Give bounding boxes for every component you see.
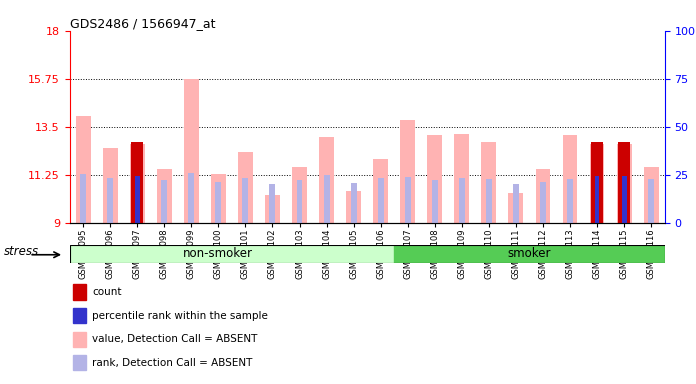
Bar	[292, 167, 307, 223]
Bar	[215, 182, 221, 223]
Bar	[269, 184, 276, 223]
Bar	[567, 179, 573, 223]
Bar	[535, 169, 551, 223]
Text: stress: stress	[3, 245, 38, 258]
Bar	[394, 245, 665, 263]
Bar	[594, 176, 599, 223]
Bar	[562, 135, 578, 223]
Bar	[76, 116, 90, 223]
Bar	[296, 180, 303, 223]
Bar	[103, 148, 118, 223]
Bar	[157, 169, 172, 223]
Bar	[591, 142, 603, 223]
Text: value, Detection Call = ABSENT: value, Detection Call = ABSENT	[92, 334, 258, 344]
Bar	[134, 177, 140, 223]
Bar	[454, 134, 469, 223]
Bar	[107, 178, 113, 223]
Bar	[427, 135, 442, 223]
Text: non-smoker: non-smoker	[183, 247, 253, 260]
Bar	[373, 159, 388, 223]
Bar	[405, 177, 411, 223]
Bar	[131, 142, 143, 223]
Bar	[70, 245, 394, 263]
Bar	[459, 178, 465, 223]
Bar	[129, 144, 145, 223]
Bar	[400, 120, 415, 223]
Bar	[135, 176, 140, 223]
Text: count: count	[92, 287, 122, 297]
Bar	[189, 172, 194, 223]
Bar	[72, 308, 86, 323]
Bar	[80, 174, 86, 223]
Bar	[482, 142, 496, 223]
Bar	[618, 142, 630, 223]
Bar	[540, 182, 546, 223]
Bar	[644, 167, 658, 223]
Bar	[617, 144, 631, 223]
Bar	[486, 179, 492, 223]
Bar	[242, 178, 248, 223]
Bar	[72, 285, 86, 300]
Bar	[351, 183, 356, 223]
Text: GDS2486 / 1566947_at: GDS2486 / 1566947_at	[70, 17, 215, 30]
Text: percentile rank within the sample: percentile rank within the sample	[92, 311, 268, 321]
Bar	[648, 179, 654, 223]
Text: rank, Detection Call = ABSENT: rank, Detection Call = ABSENT	[92, 358, 253, 368]
Text: smoker: smoker	[507, 247, 551, 260]
Bar	[319, 137, 334, 223]
Bar	[432, 180, 438, 223]
Bar	[324, 175, 329, 223]
Bar	[621, 177, 627, 223]
Bar	[161, 180, 167, 223]
Bar	[184, 79, 199, 223]
Bar	[622, 176, 626, 223]
Bar	[594, 177, 600, 223]
Bar	[238, 152, 253, 223]
Bar	[513, 184, 519, 223]
Bar	[72, 356, 86, 371]
Bar	[72, 332, 86, 347]
Bar	[211, 174, 226, 223]
Bar	[346, 191, 361, 223]
Bar	[378, 178, 383, 223]
Bar	[590, 144, 605, 223]
Bar	[265, 195, 280, 223]
Bar	[509, 193, 523, 223]
